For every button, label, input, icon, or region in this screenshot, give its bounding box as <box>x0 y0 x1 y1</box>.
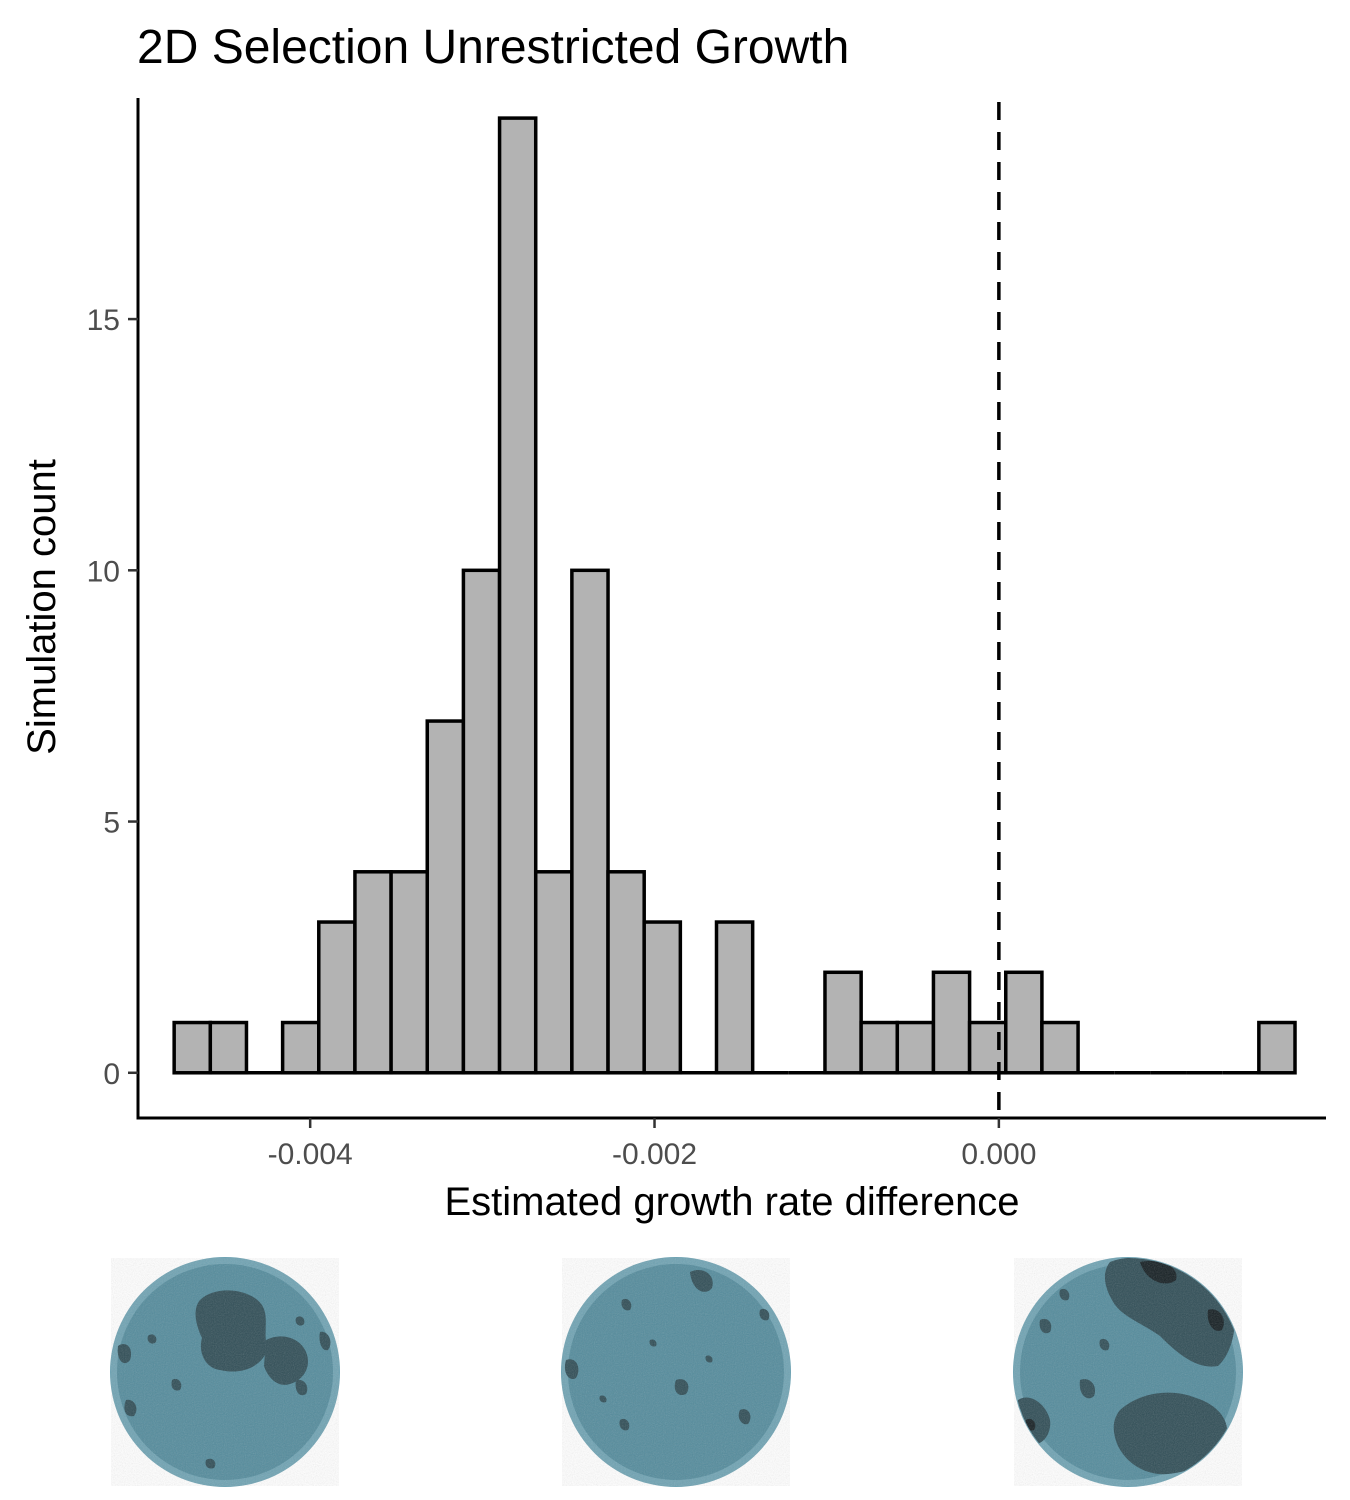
x-axis-title: Estimated growth rate difference <box>444 1180 1019 1224</box>
histogram-bar <box>317 920 357 1075</box>
histogram-bar <box>497 116 538 1075</box>
colony-image-left <box>110 1257 340 1487</box>
y-tick-label: 10 <box>87 555 120 588</box>
histogram-bar <box>1257 1020 1297 1075</box>
histogram-bar <box>425 719 466 1075</box>
histogram-bar <box>570 568 610 1075</box>
x-tick-label: -0.002 <box>612 1138 697 1171</box>
colony-image-right <box>1013 1257 1243 1487</box>
x-axis-ticks: -0.004 -0.002 0.000 <box>268 1118 1036 1171</box>
colony-image-middle <box>561 1257 791 1487</box>
histogram-bar <box>714 920 755 1075</box>
histogram-bar <box>208 1020 249 1075</box>
x-tick-label: -0.004 <box>268 1138 353 1171</box>
y-tick-label: 15 <box>87 304 120 337</box>
histogram-bar <box>172 1020 213 1075</box>
histogram-bar <box>1004 970 1044 1075</box>
chart-title: 2D Selection Unrestricted Growth <box>137 21 849 74</box>
y-axis-ticks: 0 5 10 15 <box>87 304 138 1091</box>
histogram-bar <box>823 970 863 1075</box>
histogram-bar <box>895 1020 936 1075</box>
plot-area: 0 5 10 15 -0.004 -0.002 0.000 <box>87 98 1326 1171</box>
histogram-bar <box>606 870 646 1075</box>
y-axis-title: Simulation count <box>20 459 64 755</box>
histogram-bar <box>642 920 683 1075</box>
histogram-bar <box>1040 1020 1080 1075</box>
x-tick-label: 0.000 <box>961 1138 1036 1171</box>
histogram-bar <box>533 870 574 1075</box>
histogram-bar <box>931 970 972 1075</box>
y-tick-label: 5 <box>103 807 120 840</box>
y-tick-label: 0 <box>103 1058 120 1091</box>
histogram-bar <box>461 568 502 1075</box>
histogram-bar <box>353 870 393 1075</box>
histogram-bar <box>389 870 430 1075</box>
histogram-bars <box>172 116 1297 1075</box>
histogram-bar <box>859 1020 900 1075</box>
histogram-bar <box>280 1020 321 1075</box>
